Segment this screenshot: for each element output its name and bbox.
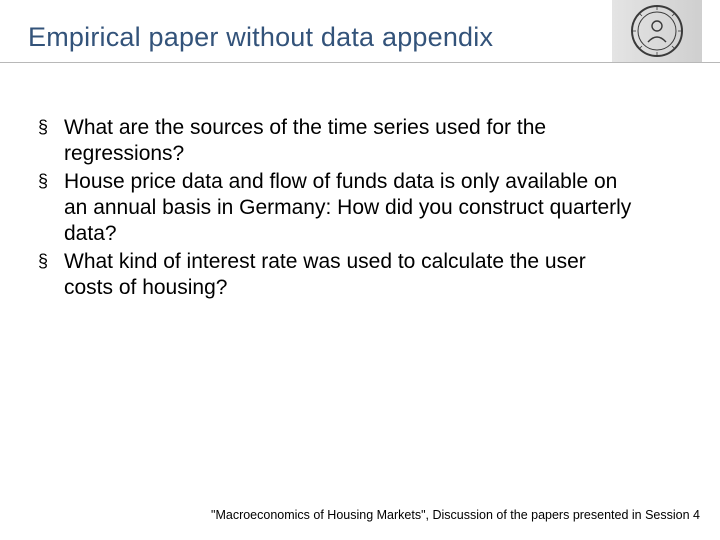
bullet-text: What are the sources of the time series … — [64, 115, 632, 167]
bullet-item: § What kind of interest rate was used to… — [38, 249, 632, 301]
bullet-list: § What are the sources of the time serie… — [28, 115, 692, 301]
title-rule — [0, 62, 720, 63]
seal-logo — [612, 0, 702, 62]
slide: Empirical paper without data appendix § … — [0, 0, 720, 540]
bullet-item: § House price data and flow of funds dat… — [38, 169, 632, 247]
footer-text: "Macroeconomics of Housing Markets", Dis… — [211, 508, 700, 522]
bullet-item: § What are the sources of the time serie… — [38, 115, 632, 167]
bullet-text: What kind of interest rate was used to c… — [64, 249, 632, 301]
bullet-marker: § — [38, 169, 64, 192]
bullet-marker: § — [38, 115, 64, 138]
slide-title: Empirical paper without data appendix — [28, 22, 692, 53]
seal-icon — [630, 4, 684, 58]
bullet-text: House price data and flow of funds data … — [64, 169, 632, 247]
bullet-marker: § — [38, 249, 64, 272]
